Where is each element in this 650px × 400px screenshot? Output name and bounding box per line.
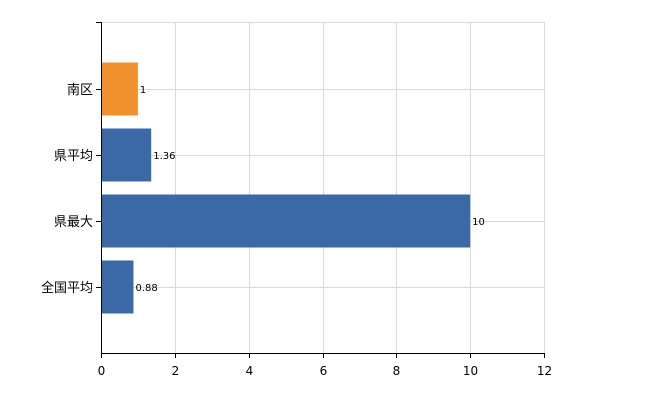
x-tick-label: 10: [463, 364, 478, 378]
bars: [101, 62, 471, 314]
data-labels: 1 1.36 10 0.88: [135, 85, 484, 294]
grid: [101, 22, 545, 353]
x-tick-label: 2: [172, 364, 180, 378]
x-tick-label: 0: [98, 364, 106, 378]
x-axis-ticks: 0 2 4 6 8 10 12: [96, 22, 552, 378]
data-label: 1: [140, 85, 146, 96]
x-tick-label: 8: [393, 364, 401, 378]
category-label: 県最大: [54, 215, 93, 230]
bar: [101, 62, 138, 116]
data-label: 0.88: [135, 283, 157, 294]
data-label: 10: [472, 217, 485, 228]
bar: [101, 260, 134, 314]
category-label: 全国平均: [41, 280, 93, 296]
x-tick-label: 12: [537, 364, 552, 378]
x-tick-label: 4: [246, 364, 254, 378]
category-label: 南区: [67, 82, 93, 98]
bar: [101, 128, 152, 182]
x-tick-label: 6: [320, 364, 328, 378]
category-label: 県平均: [54, 149, 93, 164]
bar: [101, 194, 471, 248]
data-label: 1.36: [153, 151, 175, 162]
